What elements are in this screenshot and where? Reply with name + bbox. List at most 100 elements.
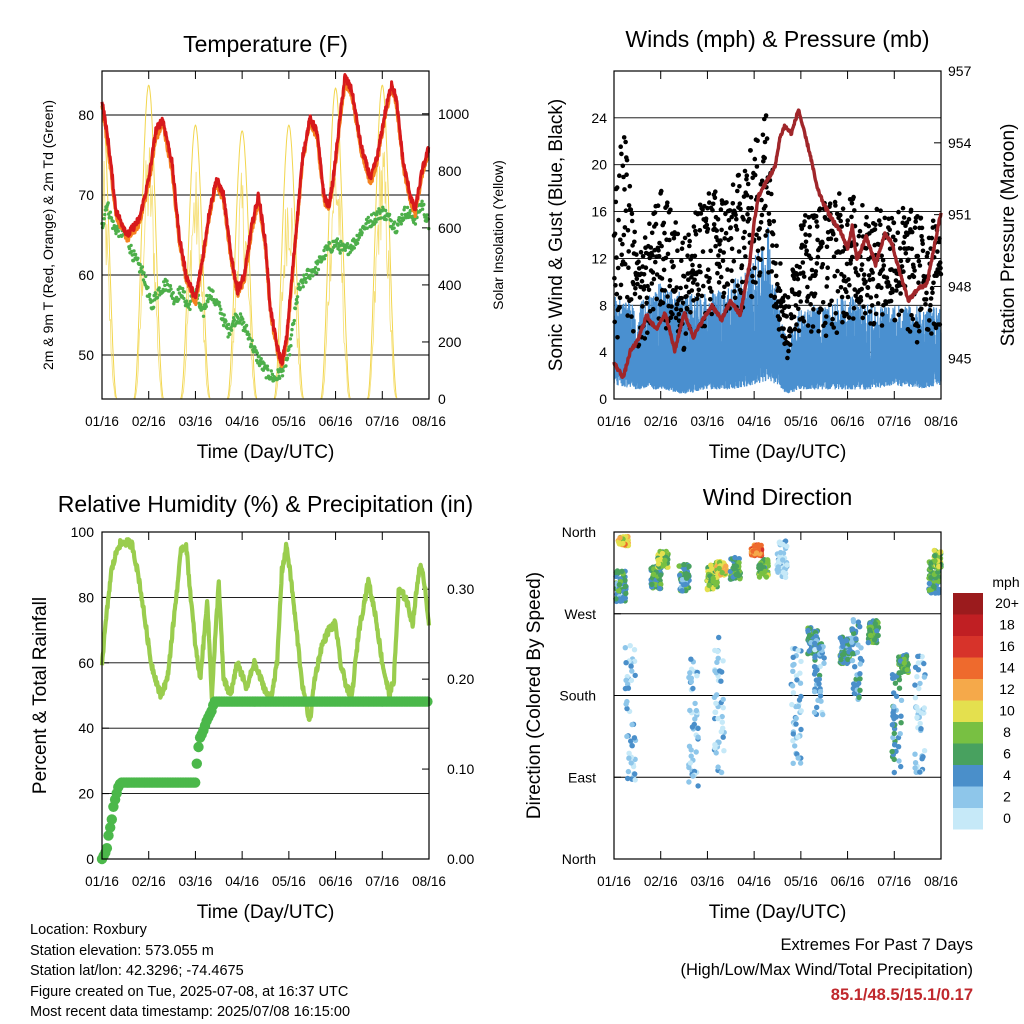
gust-point [788, 312, 794, 317]
dewpoint-point [157, 286, 161, 290]
gust-point [780, 298, 786, 304]
wind-direction-point [867, 632, 874, 639]
gust-point [857, 228, 863, 234]
gust-point [750, 273, 755, 279]
gust-point [879, 253, 884, 259]
wind-direction-point [712, 647, 718, 654]
dewpoint-point [221, 323, 226, 328]
dewpoint-point [270, 372, 275, 376]
gust-point [914, 340, 920, 345]
gust-point [887, 283, 892, 288]
wind-direction-point [622, 583, 629, 589]
gust-point [759, 212, 765, 218]
solar-insolation-trace [367, 151, 396, 400]
dewpoint-point [383, 208, 388, 213]
gust-point [680, 240, 685, 246]
gust-point [804, 298, 810, 304]
gust-point [719, 227, 724, 233]
gust-point [689, 288, 695, 293]
gust-point [654, 272, 660, 277]
gust-point [758, 182, 764, 187]
gust-point [757, 270, 763, 275]
gust-point [647, 221, 652, 226]
extremes-box: Extremes For Past 7 Days (High/Low/Max W… [680, 933, 973, 1008]
wind-direction-point [716, 565, 722, 572]
gust-point [912, 268, 917, 273]
wind-direction-point [858, 645, 864, 651]
wind-direction-point [713, 750, 719, 756]
gust-point [634, 252, 639, 257]
gust-point [929, 331, 934, 336]
gust-point [670, 312, 675, 317]
gust-point [860, 315, 866, 321]
wind-direction-point [687, 670, 693, 676]
gust-point [787, 333, 792, 339]
gust-point [758, 220, 764, 225]
wind-direction-point [683, 575, 690, 581]
gust-point [832, 273, 837, 279]
x-tick-label: 01/16 [597, 414, 631, 429]
dewpoint-point [389, 219, 393, 223]
wind-direction-point [915, 707, 921, 714]
gust-point [868, 295, 874, 300]
wind-direction-point [904, 667, 910, 673]
wind-direction-point [928, 574, 934, 581]
gust-point [747, 232, 752, 238]
wind-direction-point [892, 680, 899, 686]
precip-point [103, 830, 114, 841]
gust-point [825, 265, 830, 271]
dewpoint-point [201, 314, 206, 318]
dewpoint-point [242, 320, 246, 324]
wind-direction-point [874, 633, 881, 639]
wind-direction-point [901, 660, 908, 666]
y-right-tick-label: 600 [438, 220, 462, 236]
gust-point [702, 323, 707, 329]
gust-point [930, 218, 936, 224]
elevation-text: Station elevation: 573.055 m [30, 942, 214, 959]
dewpoint-point [250, 344, 254, 348]
wind-direction-point [629, 721, 635, 728]
wind-direction-point [821, 660, 827, 666]
gust-point [771, 219, 777, 224]
gust-point [706, 191, 712, 196]
dewpoint-point [241, 317, 245, 321]
gust-point [709, 289, 714, 294]
gust-point [755, 138, 760, 143]
wind-direction-point [812, 640, 818, 647]
gust-point [728, 236, 734, 241]
gust-point [834, 330, 840, 336]
gust-point [858, 294, 863, 300]
wind-direction-point [625, 768, 632, 775]
wind-direction-point [931, 547, 937, 554]
gust-point [754, 232, 759, 238]
wind-direction-point [780, 557, 786, 563]
gust-point [744, 173, 750, 178]
gust-point [712, 195, 718, 201]
gust-point [730, 182, 736, 187]
wind-direction-point [790, 738, 796, 744]
gust-point [807, 224, 813, 230]
gust-point [840, 319, 845, 325]
created-text: Figure created on Tue, 2025-07-08, at 16… [30, 983, 349, 1000]
wind-direction-point [912, 765, 918, 771]
gust-point [880, 267, 885, 272]
dewpoint-point [116, 229, 121, 233]
gust-point [614, 255, 619, 260]
dewpoint-point [222, 313, 226, 317]
wind-direction-point [762, 568, 768, 575]
gust-point [749, 294, 755, 300]
gust-point [671, 235, 677, 241]
gust-point [650, 270, 656, 275]
dewpoint-point [188, 299, 193, 303]
dewpoint-point [280, 374, 285, 378]
wind-direction-point [687, 760, 694, 766]
dewpoint-point [288, 353, 292, 357]
gust-point [651, 276, 657, 282]
wind-direction-point [912, 760, 919, 766]
wind-direction-point [796, 697, 803, 703]
gust-point [823, 216, 828, 221]
wind-direction-point [915, 653, 921, 660]
wind-direction-point [720, 705, 726, 711]
dewpoint-point [266, 368, 270, 372]
gust-point [727, 208, 733, 213]
